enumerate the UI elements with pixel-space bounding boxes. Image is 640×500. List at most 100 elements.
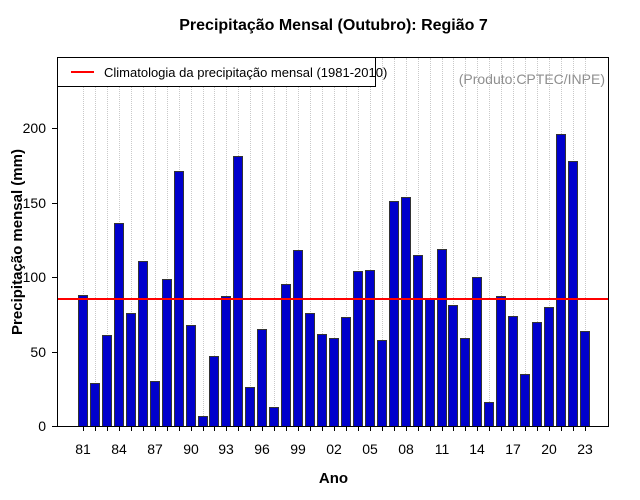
x-tick-2023 xyxy=(585,427,586,431)
gridline-1995 xyxy=(250,58,252,426)
x-tick-2011 xyxy=(442,427,443,431)
bar-1987 xyxy=(149,381,160,426)
x-tick-label-2020: 20 xyxy=(541,441,557,457)
gridline-2016 xyxy=(501,58,503,426)
y-tick-label-50: 50 xyxy=(30,344,46,360)
bar-2015 xyxy=(484,402,495,426)
bar-2013 xyxy=(460,338,471,426)
bar-2019 xyxy=(532,322,543,426)
bar-2007 xyxy=(388,201,399,426)
x-tick-2006 xyxy=(382,427,383,431)
gridline-2019 xyxy=(537,58,539,426)
x-tick-label-2002: 02 xyxy=(326,441,342,457)
gridline-2011 xyxy=(441,58,443,426)
x-tick-2001 xyxy=(322,427,323,431)
x-tick-2002 xyxy=(334,427,335,431)
bar-1988 xyxy=(161,279,172,426)
x-tick-2014 xyxy=(477,427,478,431)
bar-2022 xyxy=(567,161,578,426)
x-axis-title: Ano xyxy=(318,470,349,487)
bar-1993 xyxy=(221,296,232,426)
x-tick-1981 xyxy=(83,427,84,431)
x-tick-1984 xyxy=(119,427,120,431)
bar-2002 xyxy=(328,338,339,426)
y-tick-150 xyxy=(52,203,57,204)
gridline-1982 xyxy=(94,58,96,426)
x-tick-2005 xyxy=(370,427,371,431)
gridline-1997 xyxy=(274,58,276,426)
bar-2000 xyxy=(305,313,316,426)
bar-1995 xyxy=(245,387,256,426)
bar-1982 xyxy=(89,383,100,426)
gridline-2014 xyxy=(477,58,479,426)
gridline-2006 xyxy=(381,58,383,426)
x-tick-1983 xyxy=(107,427,108,431)
x-tick-1986 xyxy=(143,427,144,431)
watermark-text: (Produto:CPTEC/INPE) xyxy=(458,71,605,87)
gridline-2015 xyxy=(489,58,491,426)
y-tick-200 xyxy=(52,128,57,129)
gridline-2004 xyxy=(357,58,359,426)
x-tick-2013 xyxy=(465,427,466,431)
x-tick-label-2011: 11 xyxy=(434,441,450,457)
x-tick-label-2017: 17 xyxy=(505,441,521,457)
x-tick-2020 xyxy=(549,427,550,431)
gridline-1983 xyxy=(106,58,108,426)
y-tick-0 xyxy=(52,426,57,427)
plot-area: Climatologia da precipitação mensal (198… xyxy=(57,57,609,427)
y-axis-title: Precipitação mensal (mm) xyxy=(9,149,26,335)
x-tick-label-2014: 14 xyxy=(469,441,485,457)
gridline-1986 xyxy=(142,58,144,426)
x-tick-2017 xyxy=(513,427,514,431)
gridline-1981 xyxy=(83,58,84,426)
y-tick-label-150: 150 xyxy=(22,195,46,211)
gridline-1998 xyxy=(286,58,288,426)
gridline-2010 xyxy=(429,58,431,426)
bar-1983 xyxy=(101,335,112,426)
gridline-1993 xyxy=(226,58,228,426)
y-tick-label-0: 0 xyxy=(38,418,46,434)
y-tick-label-200: 200 xyxy=(22,120,46,136)
bar-2020 xyxy=(544,307,555,426)
x-tick-label-1999: 99 xyxy=(290,441,306,457)
x-tick-2015 xyxy=(489,427,490,431)
x-tick-2008 xyxy=(406,427,407,431)
x-tick-2018 xyxy=(525,427,526,431)
chart-title: Precipitação Mensal (Outubro): Região 7 xyxy=(179,17,488,34)
gridline-2013 xyxy=(465,58,467,426)
x-tick-1990 xyxy=(191,427,192,431)
y-tick-label-100: 100 xyxy=(22,269,46,285)
gridline-2009 xyxy=(417,58,419,426)
x-tick-1987 xyxy=(155,427,156,431)
x-tick-1995 xyxy=(250,427,251,431)
gridline-2020 xyxy=(549,58,551,426)
x-tick-2010 xyxy=(430,427,431,431)
legend: Climatologia da precipitação mensal (198… xyxy=(57,57,387,87)
bar-1981 xyxy=(78,295,88,426)
x-tick-1982 xyxy=(95,427,96,431)
x-tick-label-1996: 96 xyxy=(254,441,270,457)
bar-2011 xyxy=(436,249,447,426)
x-tick-1997 xyxy=(274,427,275,431)
x-tick-1999 xyxy=(298,427,299,431)
x-tick-label-2005: 05 xyxy=(362,441,378,457)
x-tick-1985 xyxy=(131,427,132,431)
gridline-1988 xyxy=(166,58,168,426)
x-tick-label-1993: 93 xyxy=(218,441,234,457)
gridline-2023 xyxy=(584,58,586,426)
legend-line-sample xyxy=(71,71,94,73)
x-tick-1989 xyxy=(179,427,180,431)
x-tick-label-1984: 84 xyxy=(111,441,127,457)
bar-2017 xyxy=(508,316,519,426)
x-tick-2021 xyxy=(561,427,562,431)
y-tick-50 xyxy=(52,352,57,353)
gridline-2005 xyxy=(369,58,371,426)
x-tick-label-2008: 08 xyxy=(398,441,414,457)
bar-1994 xyxy=(233,156,244,426)
bar-2014 xyxy=(472,277,483,426)
bar-1990 xyxy=(185,325,196,426)
bar-1997 xyxy=(269,407,280,426)
bar-1992 xyxy=(209,356,220,426)
x-tick-2016 xyxy=(501,427,502,431)
climatology-reference-line xyxy=(58,298,608,300)
